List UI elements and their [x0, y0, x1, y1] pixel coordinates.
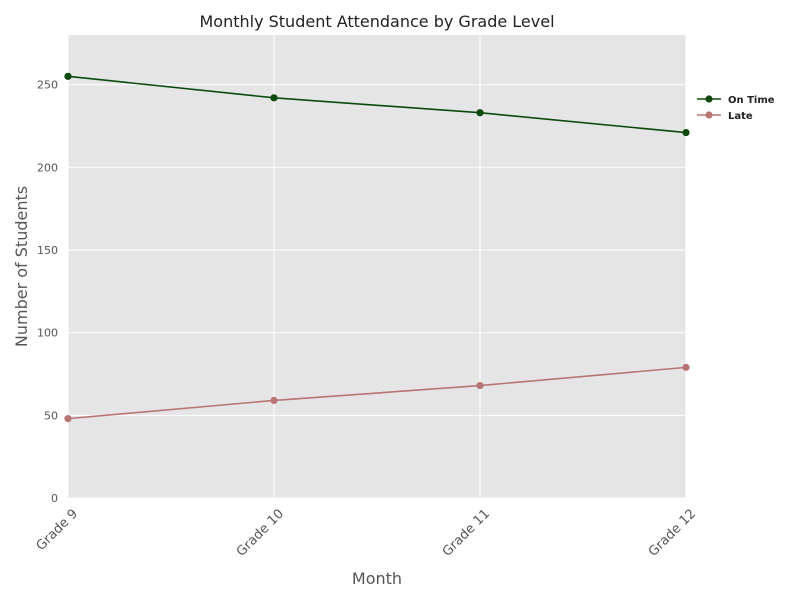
data-point [682, 363, 690, 371]
data-point [64, 415, 72, 423]
legend-marker [705, 111, 713, 119]
y-tick-label: 100 [37, 327, 58, 340]
data-point [682, 128, 690, 137]
data-point [476, 109, 484, 117]
series-line [67, 366, 687, 420]
legend: On Time Late [697, 95, 775, 122]
series-on-time [64, 72, 690, 137]
y-tick-label: 150 [37, 244, 58, 257]
x-axis-label: Month [352, 569, 402, 588]
legend-item: Late [697, 111, 753, 122]
data-point [476, 381, 484, 390]
legend-label: Late [728, 111, 753, 122]
x-tick-label: Grade 11 [440, 506, 493, 559]
grid-layer [67, 35, 687, 499]
y-tick-label: 200 [37, 161, 58, 174]
legend-label: On Time [728, 95, 775, 106]
series-late [64, 363, 690, 423]
legend-marker [705, 95, 713, 103]
y-tick-label: 0 [51, 492, 58, 505]
chart-title: Monthly Student Attendance by Grade Leve… [199, 12, 554, 31]
x-tick-label: Grade 12 [646, 506, 699, 559]
series-line [67, 75, 687, 134]
y-tick-label: 250 [37, 79, 58, 92]
plot-area [68, 35, 686, 498]
x-tick-label: Grade 9 [34, 506, 81, 553]
data-point [270, 94, 278, 102]
x-tick-label: Grade 10 [234, 506, 287, 559]
data-point [270, 396, 278, 405]
y-axis-label: Number of Students [12, 186, 31, 347]
data-point [64, 72, 72, 80]
legend-item: On Time [697, 95, 775, 106]
y-tick-label: 50 [44, 409, 58, 422]
series-layer [64, 72, 690, 423]
